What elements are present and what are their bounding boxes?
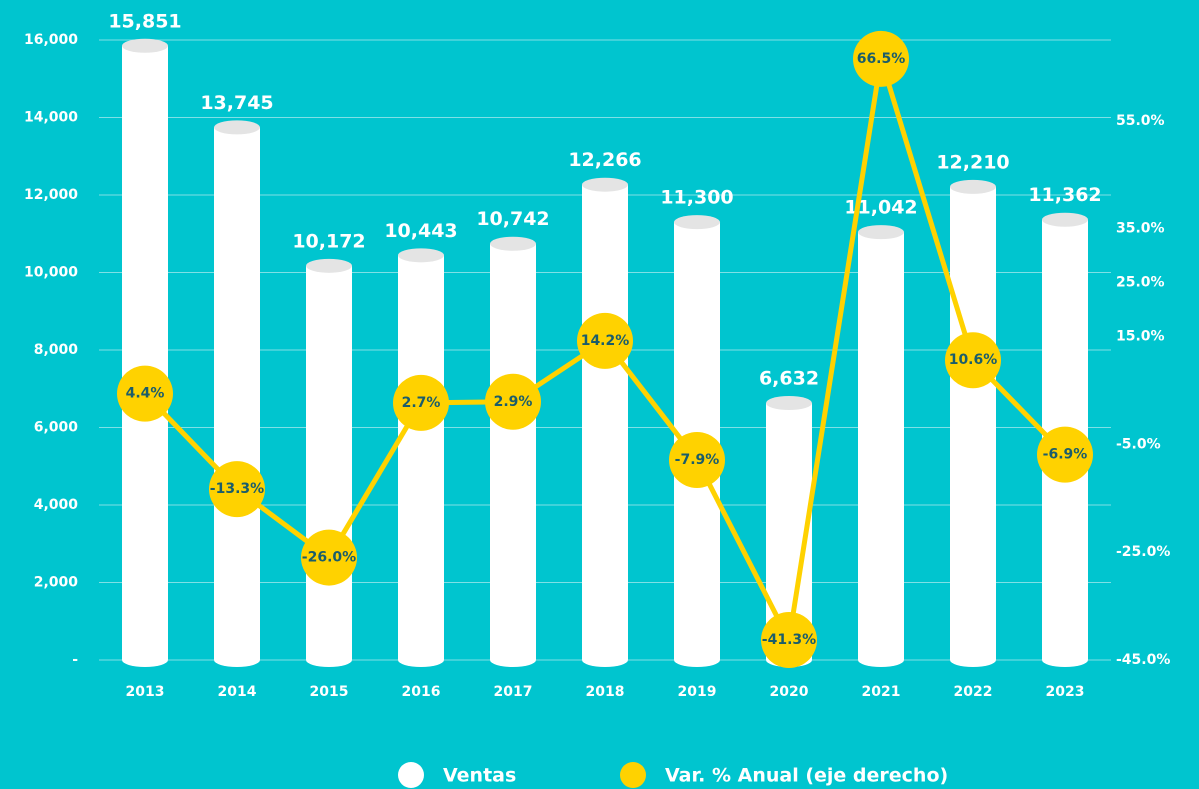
data-label: 10,742 [476,208,549,230]
y-tick-label: 6,000 [34,420,79,436]
x-tick-label: 2021 [862,684,901,700]
y2-tick-label: -45.0% [1116,652,1170,668]
y-tick-label: 4,000 [34,497,79,513]
point [1037,426,1093,483]
legend-label: Ventas [443,765,516,787]
bar [214,127,260,661]
data-label: -7.9% [675,452,720,468]
bar-top [214,120,260,135]
bar [490,243,536,660]
data-label: 11,042 [844,197,917,219]
data-label: 10,443 [384,220,457,242]
bar-top [490,236,536,251]
y2-tick-label: 55.0% [1116,113,1165,129]
bar [950,186,996,661]
data-label: 11,362 [1028,184,1101,206]
bar [306,265,352,660]
bar-base [582,653,628,667]
x-tick-label: 2020 [770,684,809,700]
point [945,332,1001,389]
data-label: 11,300 [660,187,733,209]
data-label: -41.3% [762,632,816,648]
bar [398,255,444,661]
data-label: 2.9% [494,394,533,410]
bar-base [398,653,444,667]
y-tick-label: 16,000 [24,32,78,48]
x-tick-label: 2022 [954,684,993,700]
bar-top [306,258,352,273]
point [301,529,357,586]
y2-tick-label: 15.0% [1116,329,1165,345]
bar-base [1042,653,1088,667]
y2-tick-label: -25.0% [1116,544,1170,560]
data-label: -6.9% [1043,447,1088,463]
x-tick-label: 2013 [126,684,165,700]
y-tick-label: 14,000 [24,110,78,126]
bar-top [122,38,168,53]
x-tick-label: 2017 [494,684,533,700]
y-tick-label: 8,000 [34,342,79,358]
y2-tick-label: 25.0% [1116,275,1165,291]
bar-base [674,653,720,667]
data-label: 6,632 [759,368,819,390]
data-label: 12,266 [568,149,641,171]
x-tick-label: 2014 [218,684,257,700]
point [853,30,909,87]
data-label: 13,745 [200,92,273,114]
x-tick-label: 2023 [1046,684,1085,700]
x-tick-label: 2016 [402,684,441,700]
x-tick-label: 2019 [678,684,717,700]
data-label: -26.0% [302,550,356,566]
x-tick-label: 2018 [586,684,625,700]
bar-top [674,215,720,230]
data-label: -13.3% [210,481,264,497]
data-label: 10,172 [292,230,365,252]
point [669,431,725,488]
legend-marker [398,762,424,788]
legend-marker [620,762,646,788]
point [209,461,265,518]
bar-base [214,653,260,667]
bar-base [490,653,536,667]
bar-top [398,248,444,263]
data-label: 15,851 [108,10,181,32]
data-label: 12,210 [936,151,1009,173]
point [485,373,541,430]
bar-base [122,653,168,667]
data-label: 10.6% [949,352,998,368]
bar [858,232,904,660]
bar [122,45,168,661]
bar-base [306,653,352,667]
bar-top [766,396,812,411]
y-tick-label: 10,000 [24,265,78,281]
bar-top [582,177,628,192]
data-label: 2.7% [402,395,441,411]
bar-top [950,179,996,194]
point [117,365,173,422]
data-label: 14.2% [581,333,630,349]
y2-tick-label: -5.0% [1116,436,1161,452]
y-tick-label: 12,000 [24,187,78,203]
bar-top [1042,212,1088,227]
point [393,374,449,431]
x-tick-label: 2015 [310,684,349,700]
bar-base [858,653,904,667]
bar-base [950,653,996,667]
point [761,612,817,669]
data-label: 66.5% [857,51,906,67]
y-tick-label: 2,000 [34,575,79,591]
point [577,312,633,369]
bar-top [858,225,904,240]
y2-tick-label: 35.0% [1116,221,1165,237]
legend-label: Var. % Anual (eje derecho) [665,765,948,787]
y-tick-label: - [72,652,78,668]
data-label: 4.4% [126,386,165,402]
bar [582,184,628,660]
